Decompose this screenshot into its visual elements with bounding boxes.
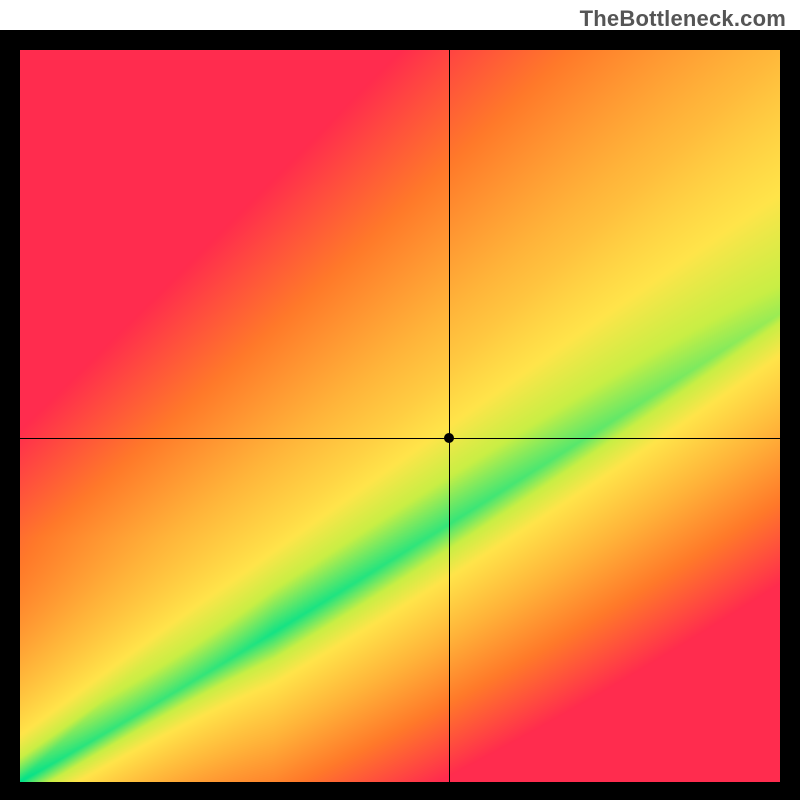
plot-outer-frame (0, 30, 800, 800)
crosshair-marker (444, 433, 454, 443)
crosshair-horizontal (20, 438, 780, 439)
chart-container: TheBottleneck.com (0, 0, 800, 800)
watermark-text: TheBottleneck.com (580, 6, 786, 32)
plot-area (20, 50, 780, 782)
crosshair-vertical (449, 50, 450, 782)
heatmap-canvas (20, 50, 780, 782)
